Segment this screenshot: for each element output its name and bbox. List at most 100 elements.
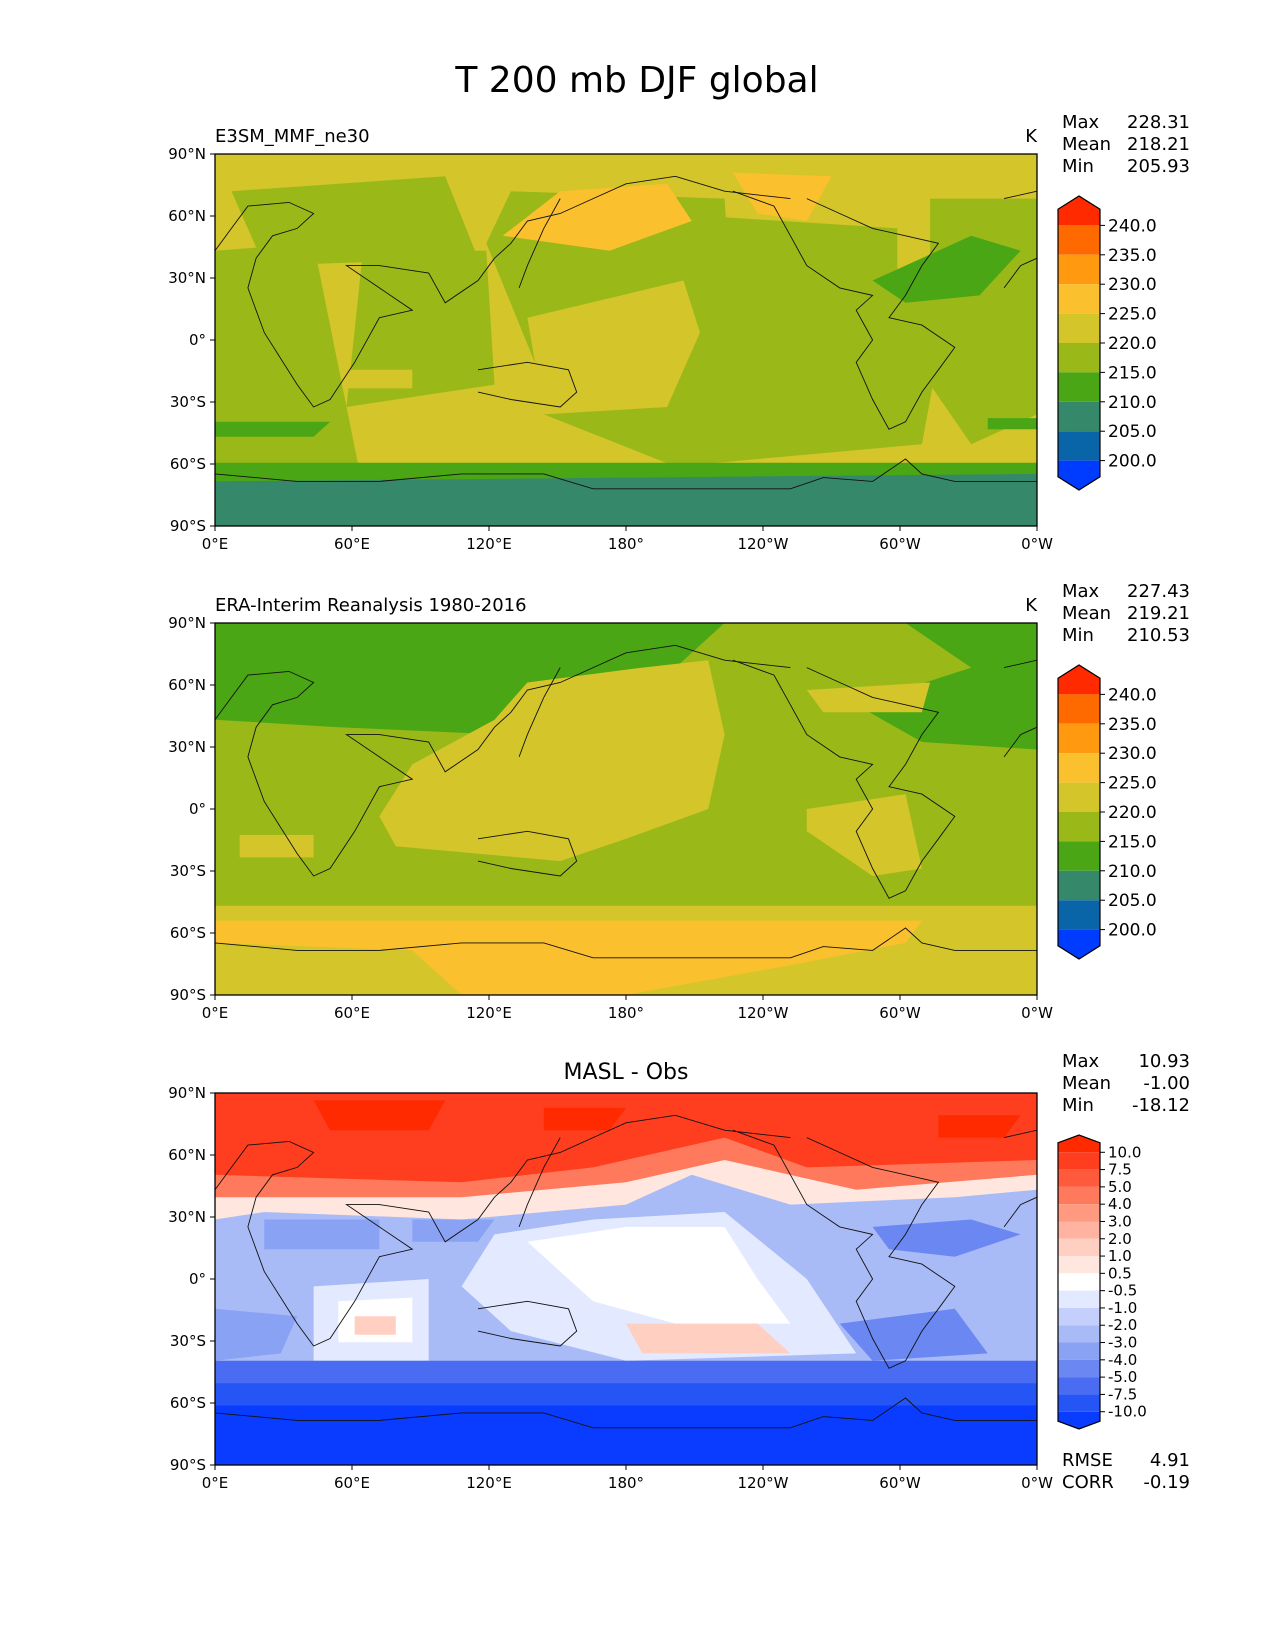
contour-region [215,1308,298,1361]
contour-region [806,682,931,713]
contour-region [215,623,725,735]
y-tick-label: 90°N [168,614,206,632]
contour-region [215,920,922,995]
colorbar-label: -7.5 [1108,1385,1137,1403]
contour-region [626,1323,791,1354]
stat-label: Max [1062,1051,1100,1072]
colorbar-swatch [1058,1411,1100,1429]
stat-value: 205.93 [1127,156,1190,177]
colorbar-label: 205.0 [1108,891,1157,911]
contour-region [872,235,1021,303]
colorbar-label: 230.0 [1108,275,1157,295]
coastline [215,175,791,408]
y-tick-label: 90°N [168,145,206,163]
contour-region [872,1219,1021,1257]
y-tick-label: 60°N [168,1146,206,1164]
colorbar-label: 5.0 [1108,1178,1132,1196]
colorbar-label: 0.5 [1108,1264,1132,1282]
contour-region [379,660,725,862]
coastline [477,361,578,408]
colorbar-swatch [1058,929,1100,959]
colorbar-label: 205.0 [1108,422,1157,442]
y-tick-label: 0° [189,1270,206,1288]
colorbar-label: 210.0 [1108,393,1157,413]
panel-model: 0°E 60°E 120°E 180° 120°W 60°W 0°W 90°N 60°N 30°N… [168,112,1190,553]
colorbar-outline [1057,195,1101,491]
colorbar-label: 200.0 [1108,452,1157,472]
contour-region [215,1405,1037,1465]
colorbar-swatch [1058,284,1100,314]
x-tick-label: 0°E [202,535,229,553]
metric-label: RMSE [1062,1450,1113,1471]
coastline [518,198,561,289]
x-tick-label: 0°E [202,1474,229,1492]
colorbar-swatch [1058,1359,1100,1378]
coastline [477,830,578,877]
y-tick-label: 30°N [168,269,206,287]
colorbar-diff: 10.07.55.04.03.02.01.00.5-0.5-1.0-2.0-3.… [1057,1134,1147,1430]
y-tick-label: 30°S [170,862,206,880]
colorbar-label: -3.0 [1108,1334,1137,1352]
colorbar-swatch [1058,723,1100,754]
colorbar-label: 240.0 [1108,685,1157,705]
y-tick-label: 60°S [170,455,206,473]
colorbar-swatch [1058,313,1100,343]
y-tick-label: 90°N [168,1084,206,1102]
colorbar-label: 235.0 [1108,246,1157,266]
y-tick-label: 60°S [170,924,206,942]
coastline [1003,726,1037,758]
colorbar-outline [1057,1134,1101,1430]
stat-label: Min [1062,625,1094,646]
contour-region [930,198,1037,445]
x-tick-label: 120°E [466,1004,512,1022]
colorbar-obs: 240.0 235.0 230.0 225.0 220.0 215.0 210.0 205.0… [1057,664,1157,960]
x-tick-label: 120°E [466,535,512,553]
coastline [518,1137,561,1228]
map-obs [215,623,1037,995]
colorbar-swatch [1058,1394,1100,1412]
stat-label: Mean [1062,1073,1111,1094]
colorbar-label: -1.0 [1108,1299,1137,1317]
colorbar-swatch [1058,782,1100,812]
coastline [1004,659,1037,669]
colorbar-swatch [1058,431,1100,461]
stat-value: -1.00 [1143,1073,1190,1094]
x-tick-label: 60°E [334,1474,370,1492]
colorbar-swatch [1058,460,1100,490]
colorbar-label: 7.5 [1108,1161,1132,1179]
y-tick-label: 30°S [170,1332,206,1350]
colorbar-swatch [1058,1273,1100,1291]
stat-label: Min [1062,1095,1094,1116]
contour-region [806,794,922,876]
contour-region [215,421,331,437]
colorbar-model: 240.0 235.0 230.0 225.0 220.0 215.0 210.0 205.0… [1057,195,1157,491]
panel-obs: 0°E 60°E 120°E 180° 120°W 60°W 0°W 90°N 60°N 30°N… [168,581,1190,1022]
contour-region [527,1226,791,1324]
metric-label: CORR [1062,1472,1114,1493]
contour-region [527,280,700,415]
x-tick-label: 120°W [738,1004,789,1022]
y-tick-label: 60°N [168,207,206,225]
colorbar-swatch [1058,1256,1100,1274]
colorbar-label: 235.0 [1108,715,1157,735]
stat-value: 10.93 [1138,1051,1190,1072]
colorbar-swatch [1058,1135,1100,1153]
coastline [732,659,956,899]
panel-label: ERA-Interim Reanalysis 1980-2016 [215,595,527,616]
colorbar-label: 220.0 [1108,334,1157,354]
colorbar-label: 210.0 [1108,862,1157,882]
colorbar-label: 1.0 [1108,1247,1132,1265]
colorbar-swatch [1058,1307,1100,1326]
stat-value: 210.53 [1127,625,1190,646]
x-tick-label: 0°W [1021,1474,1053,1492]
units-label: K [1025,126,1038,147]
coastline [215,1114,791,1347]
contour-region [354,1316,396,1335]
colorbar-swatch [1058,372,1100,402]
colorbar-label: -2.0 [1108,1316,1137,1334]
colorbar-swatch [1058,254,1100,285]
colorbar-swatch [1058,343,1100,373]
map-diff [215,1093,1037,1465]
colorbar-swatch [1058,665,1100,695]
panel-label: E3SM_MMF_ne30 [215,126,370,147]
